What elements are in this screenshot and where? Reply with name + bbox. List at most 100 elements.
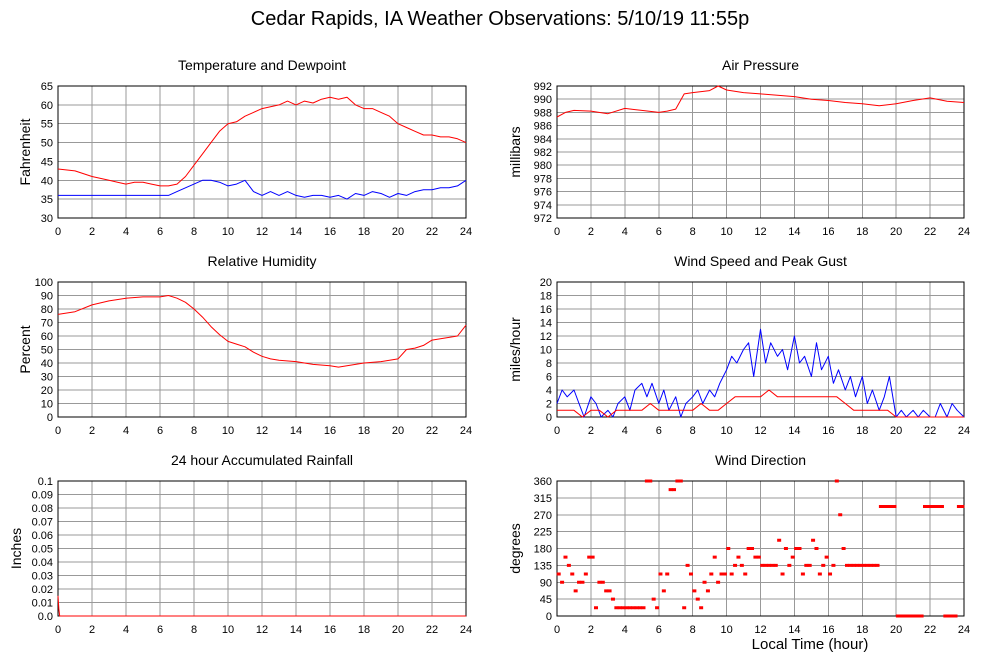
data-point — [909, 614, 914, 618]
x-tick-label: 10 — [720, 624, 732, 636]
data-point — [739, 563, 744, 567]
y-tick-label: 45 — [540, 594, 552, 606]
y-tick-label: 60 — [41, 331, 53, 343]
data-point — [943, 614, 948, 618]
x-tick-label: 2 — [89, 425, 95, 437]
y-tick-label: 16 — [540, 304, 552, 316]
x-tick-label: 4 — [622, 425, 628, 437]
y-tick-label: 70 — [41, 318, 53, 330]
x-tick-label: 6 — [656, 226, 662, 238]
data-point — [929, 505, 934, 508]
x-tick-label: 22 — [426, 624, 438, 636]
y-tick-label: 80 — [41, 304, 53, 316]
y-axis-label: millibars — [507, 126, 523, 177]
data-point — [828, 572, 833, 576]
x-tick-label: 20 — [890, 226, 902, 238]
y-tick-label: 2 — [546, 399, 552, 411]
x-tick-label: 8 — [690, 624, 696, 636]
y-tick-label: 0.02 — [32, 584, 53, 596]
data-point — [566, 563, 571, 567]
data-point — [570, 572, 575, 576]
data-point — [753, 555, 758, 559]
x-tick-label: 10 — [222, 425, 234, 437]
x-tick-label: 18 — [856, 425, 868, 437]
data-point — [770, 563, 775, 567]
x-tick-label: 14 — [290, 425, 302, 437]
data-point — [919, 614, 924, 618]
x-tick-label: 4 — [622, 624, 628, 636]
data-point — [685, 563, 690, 567]
data-point — [807, 563, 812, 567]
x-tick-label: 10 — [222, 226, 234, 238]
y-tick-label: 12 — [540, 331, 552, 343]
y-tick-label: 0.07 — [32, 517, 53, 529]
data-point — [719, 572, 724, 576]
y-tick-label: 45 — [41, 156, 53, 168]
x-tick-label: 20 — [890, 425, 902, 437]
x-tick-label: 22 — [426, 226, 438, 238]
y-tick-label: 0.04 — [32, 557, 53, 569]
x-tick-label: 8 — [690, 226, 696, 238]
data-point — [573, 589, 578, 593]
x-tick-label: 16 — [822, 624, 834, 636]
data-point — [885, 505, 890, 508]
x-tick-label: 20 — [392, 624, 404, 636]
y-tick-label: 980 — [534, 160, 552, 172]
x-tick-label: 6 — [656, 425, 662, 437]
data-point — [705, 589, 710, 593]
data-point — [800, 572, 805, 576]
y-tick-label: 0.05 — [32, 544, 53, 556]
x-tick-label: 24 — [460, 425, 472, 437]
x-tick-label: 6 — [157, 624, 163, 636]
x-tick-label: 2 — [588, 425, 594, 437]
chart-title: Wind Speed and Peak Gust — [674, 253, 847, 269]
data-point — [733, 563, 738, 567]
data-point — [946, 614, 951, 618]
x-tick-label: 20 — [890, 624, 902, 636]
data-point — [939, 505, 944, 508]
x-tick-label: 2 — [588, 624, 594, 636]
x-tick-label: 4 — [123, 624, 129, 636]
data-point — [953, 614, 958, 618]
x-tick-label: 2 — [89, 226, 95, 238]
y-tick-label: 976 — [534, 187, 552, 199]
data-point — [746, 547, 751, 550]
data-point — [675, 479, 680, 483]
y-tick-label: 988 — [534, 107, 552, 119]
data-point — [672, 488, 677, 492]
y-tick-label: 982 — [534, 147, 552, 159]
data-point — [736, 555, 741, 559]
x-tick-label: 8 — [191, 624, 197, 636]
y-tick-label: 0.01 — [32, 598, 53, 610]
data-point — [811, 538, 816, 542]
x-tick-label: 12 — [256, 425, 268, 437]
page-title: Cedar Rapids, IA Weather Observations: 5… — [250, 8, 750, 30]
data-point — [777, 538, 782, 542]
x-tick-label: 4 — [123, 226, 129, 238]
data-point — [600, 580, 605, 584]
y-tick-label: 0.08 — [32, 503, 53, 515]
data-point — [580, 580, 585, 584]
y-tick-label: 30 — [41, 213, 53, 225]
data-point — [878, 505, 883, 508]
data-point — [712, 555, 717, 559]
data-point — [841, 547, 846, 550]
data-point — [692, 589, 697, 593]
y-tick-label: 0 — [546, 412, 552, 424]
y-tick-label: 8 — [546, 358, 552, 370]
x-tick-label: 4 — [123, 425, 129, 437]
y-tick-label: 35 — [41, 194, 53, 206]
x-tick-label: 12 — [754, 624, 766, 636]
x-tick-label: 14 — [788, 425, 800, 437]
data-point — [722, 572, 727, 576]
y-tick-label: 315 — [534, 493, 552, 505]
data-point — [655, 606, 660, 610]
x-tick-label: 20 — [392, 226, 404, 238]
series-line — [57, 96, 467, 187]
data-point — [763, 563, 768, 567]
y-tick-label: 40 — [41, 358, 53, 370]
data-point — [604, 589, 609, 593]
y-tick-label: 30 — [41, 372, 53, 384]
